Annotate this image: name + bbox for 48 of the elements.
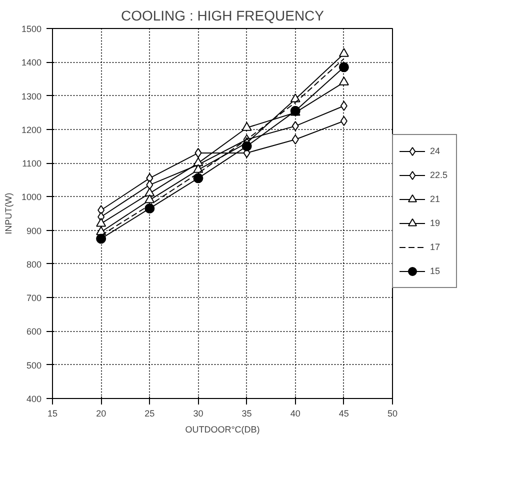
point	[340, 116, 348, 126]
legend-label: 19	[430, 218, 442, 228]
y-tick-label: 1200	[21, 124, 42, 135]
y-tick-label: 1300	[21, 91, 42, 102]
x-tick-label: 50	[387, 408, 398, 418]
point	[144, 203, 155, 214]
point	[242, 141, 252, 152]
x-tick-label: 20	[96, 408, 106, 418]
point	[144, 194, 155, 204]
y-tick-label: 600	[26, 326, 42, 337]
y-tick-label: 1100	[22, 158, 42, 169]
point	[144, 188, 155, 196]
point	[242, 122, 252, 131]
y-tick-label: 900	[26, 226, 42, 236]
point	[338, 76, 349, 86]
x-tick-label: 40	[290, 408, 300, 418]
x-tick-label: 15	[47, 408, 58, 418]
legend-label: 22.5	[430, 170, 449, 180]
point	[292, 134, 299, 144]
y-tick-label: 500	[26, 360, 42, 370]
x-tick-label: 30	[193, 408, 204, 418]
point	[292, 121, 299, 132]
x-tick-label: 25	[144, 408, 155, 418]
legend-label: 21	[430, 194, 442, 204]
chart-title: COOLING : HIGH FREQUENCY	[120, 8, 325, 24]
point	[193, 157, 204, 166]
point	[96, 234, 106, 244]
y-tick-label: 800	[26, 259, 42, 270]
x-axis-title: OUTDOOR°C(DB)	[185, 424, 260, 434]
y-tick-label: 1000	[21, 192, 42, 202]
legend-label: 15	[430, 266, 442, 276]
y-tick-label: 400	[26, 394, 42, 404]
point	[338, 48, 349, 57]
legend-label: 24	[430, 146, 442, 156]
y-axis-title: INPUT(W)	[3, 192, 14, 234]
point	[340, 100, 348, 111]
point	[193, 164, 204, 173]
y-tick-label: 1400	[21, 58, 42, 68]
point	[146, 180, 154, 190]
x-tick-label: 35	[242, 408, 252, 418]
point	[193, 173, 204, 184]
point	[194, 148, 202, 158]
legend-label: 17	[430, 242, 442, 252]
y-tick-label: 1500	[21, 24, 42, 34]
point	[96, 218, 106, 227]
point	[338, 62, 349, 72]
y-tick-label: 700	[26, 293, 42, 304]
x-tick-label: 45	[338, 408, 349, 418]
